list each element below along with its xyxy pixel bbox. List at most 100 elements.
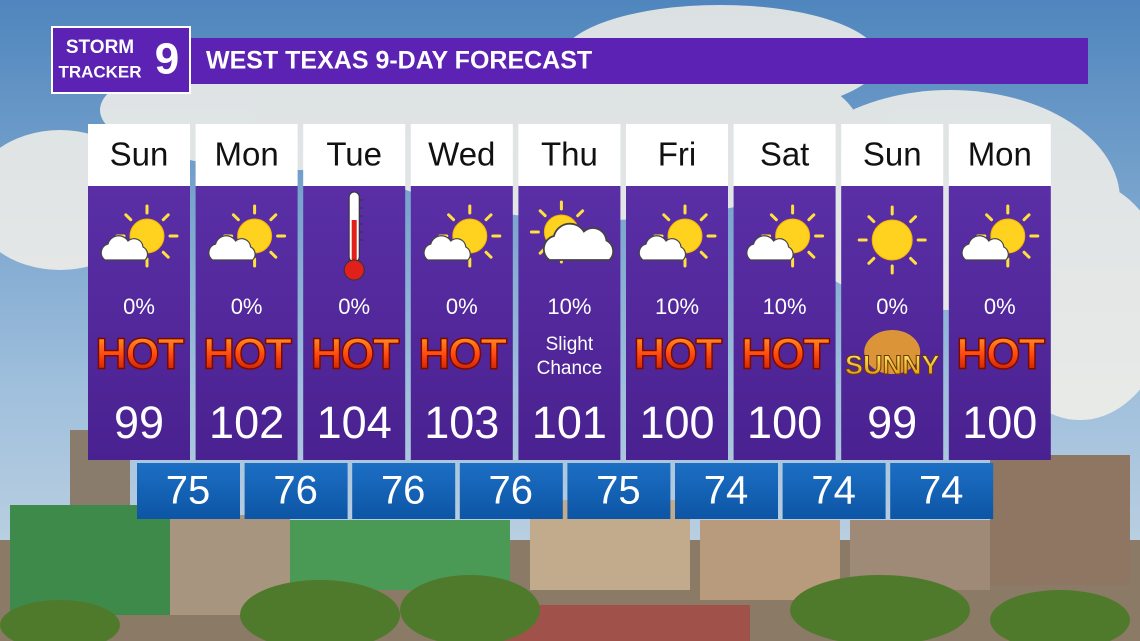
high-temp: 101 bbox=[532, 397, 607, 448]
low-box bbox=[137, 463, 240, 519]
cloud bbox=[208, 235, 256, 261]
low-temp: 76 bbox=[381, 469, 426, 513]
condition: Chance bbox=[537, 358, 603, 379]
sun-ray bbox=[909, 215, 918, 224]
low-temp: 74 bbox=[704, 469, 749, 513]
sun-ray bbox=[269, 250, 278, 259]
sun-ray bbox=[807, 213, 816, 222]
thermo-fill bbox=[351, 220, 357, 264]
day-name: Fri bbox=[658, 136, 696, 173]
precip-chance: 0% bbox=[984, 294, 1016, 319]
precip-chance: 0% bbox=[876, 294, 908, 319]
low-box bbox=[352, 463, 456, 519]
weather-icon bbox=[423, 204, 502, 268]
day-name: Mon bbox=[214, 136, 278, 173]
sun-ray bbox=[807, 250, 816, 259]
logo: STORM TRACKER 9 bbox=[51, 26, 191, 94]
cloud bbox=[638, 235, 687, 261]
cloud bbox=[100, 235, 149, 261]
day-name: Tue bbox=[326, 136, 382, 173]
precip-chance: 0% bbox=[231, 294, 263, 319]
condition: Slight bbox=[546, 334, 594, 355]
cloud-shape bbox=[100, 235, 149, 261]
low-temp: 75 bbox=[596, 469, 641, 513]
title: WEST TEXAS 9-DAY FORECAST bbox=[206, 47, 592, 75]
sun-ray bbox=[699, 213, 708, 222]
low-temp: 75 bbox=[166, 469, 211, 513]
precip-chance: 0% bbox=[338, 294, 370, 319]
day-header-bg bbox=[88, 124, 190, 186]
cloud-shape bbox=[961, 235, 1009, 261]
low-temp: 74 bbox=[919, 469, 964, 513]
sun-ray bbox=[909, 256, 918, 265]
sun-ray bbox=[269, 213, 278, 222]
condition: HOT bbox=[203, 330, 292, 379]
cloud bbox=[542, 222, 615, 261]
day-header-bg bbox=[410, 124, 513, 186]
weather-icon bbox=[746, 204, 825, 268]
cloud-shape bbox=[638, 235, 687, 261]
day-column: Wed 0% HOT 103 bbox=[410, 124, 513, 460]
weather-icon bbox=[100, 204, 179, 268]
high-temp: 99 bbox=[114, 397, 164, 448]
cityscape bbox=[0, 430, 1140, 641]
low-box bbox=[459, 463, 563, 519]
day-header-bg bbox=[841, 124, 944, 186]
day-column: Sun 0% HOT 99 bbox=[88, 124, 190, 460]
sun-ray bbox=[699, 250, 708, 259]
sun-ray bbox=[447, 213, 456, 222]
high-temp: 104 bbox=[317, 397, 392, 448]
high-temp: 100 bbox=[962, 397, 1037, 448]
sun-ray bbox=[484, 213, 493, 222]
day-column: Sun 0% SUNNY 99 bbox=[841, 124, 944, 460]
day-name: Thu bbox=[541, 136, 598, 173]
condition: HOT bbox=[741, 330, 830, 379]
day-header-bg bbox=[626, 124, 728, 186]
logo-number: 9 bbox=[155, 35, 179, 84]
sun-ray bbox=[231, 213, 240, 222]
sun bbox=[871, 219, 913, 261]
low-box bbox=[890, 463, 994, 519]
cloud-shape bbox=[746, 235, 794, 261]
sun-ray bbox=[867, 256, 876, 265]
day-column: Tue 0% HOT 104 bbox=[303, 124, 406, 460]
sun-ray bbox=[161, 250, 170, 259]
day-header-bg bbox=[733, 124, 836, 186]
low-box bbox=[244, 463, 348, 519]
title-bar bbox=[186, 38, 1088, 84]
weather-icon bbox=[638, 204, 717, 268]
condition: HOT bbox=[96, 330, 185, 379]
precip-chance: 0% bbox=[123, 294, 155, 319]
cloud-shape bbox=[542, 222, 615, 261]
cloud-shape bbox=[208, 235, 256, 261]
sun-ray bbox=[124, 213, 133, 222]
cloud bbox=[746, 235, 794, 261]
condition: HOT bbox=[418, 330, 507, 379]
day-name: Mon bbox=[968, 136, 1032, 173]
weather-icon bbox=[208, 204, 287, 268]
sun-ray bbox=[985, 213, 994, 222]
precip-chance: 0% bbox=[446, 294, 478, 319]
day-column: Fri 10% HOT 100 bbox=[626, 124, 728, 460]
day-name: Sun bbox=[110, 136, 169, 173]
logo-line1: STORM bbox=[66, 37, 134, 58]
high-temp: 100 bbox=[747, 397, 822, 448]
cloud bbox=[423, 235, 471, 261]
low-temp: 76 bbox=[273, 469, 318, 513]
low-temp: 76 bbox=[489, 469, 534, 513]
day-name: Sat bbox=[760, 136, 810, 173]
low-box bbox=[567, 463, 671, 519]
precip-chance: 10% bbox=[547, 294, 591, 319]
weather-icon bbox=[343, 191, 365, 281]
condition: HOT bbox=[311, 330, 400, 379]
cloud bbox=[961, 235, 1009, 261]
weather-icon bbox=[857, 205, 927, 275]
low-temp: 74 bbox=[811, 469, 856, 513]
day-header-bg bbox=[948, 124, 1051, 186]
sun-ray bbox=[1022, 250, 1031, 259]
sun-ray bbox=[538, 209, 547, 218]
weather-icon bbox=[961, 204, 1040, 268]
day-header-bg bbox=[518, 124, 621, 186]
cloud-shape bbox=[423, 235, 471, 261]
high-temp: 102 bbox=[209, 397, 284, 448]
